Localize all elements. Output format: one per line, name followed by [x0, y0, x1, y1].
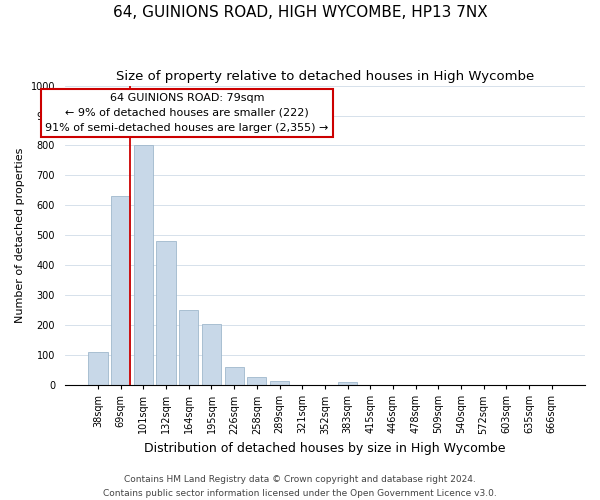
X-axis label: Distribution of detached houses by size in High Wycombe: Distribution of detached houses by size … — [144, 442, 506, 455]
Text: Contains HM Land Registry data © Crown copyright and database right 2024.
Contai: Contains HM Land Registry data © Crown c… — [103, 476, 497, 498]
Bar — [88, 352, 108, 385]
Text: 64 GUINIONS ROAD: 79sqm
← 9% of detached houses are smaller (222)
91% of semi-de: 64 GUINIONS ROAD: 79sqm ← 9% of detached… — [46, 93, 329, 132]
Bar — [157, 242, 176, 385]
Y-axis label: Number of detached properties: Number of detached properties — [15, 148, 25, 323]
Bar — [202, 324, 221, 385]
Text: 64, GUINIONS ROAD, HIGH WYCOMBE, HP13 7NX: 64, GUINIONS ROAD, HIGH WYCOMBE, HP13 7N… — [113, 5, 487, 20]
Title: Size of property relative to detached houses in High Wycombe: Size of property relative to detached ho… — [116, 70, 534, 83]
Bar — [270, 380, 289, 385]
Bar — [338, 382, 357, 385]
Bar — [247, 377, 266, 385]
Bar — [111, 196, 130, 385]
Bar — [134, 146, 153, 385]
Bar — [224, 367, 244, 385]
Bar — [179, 310, 199, 385]
